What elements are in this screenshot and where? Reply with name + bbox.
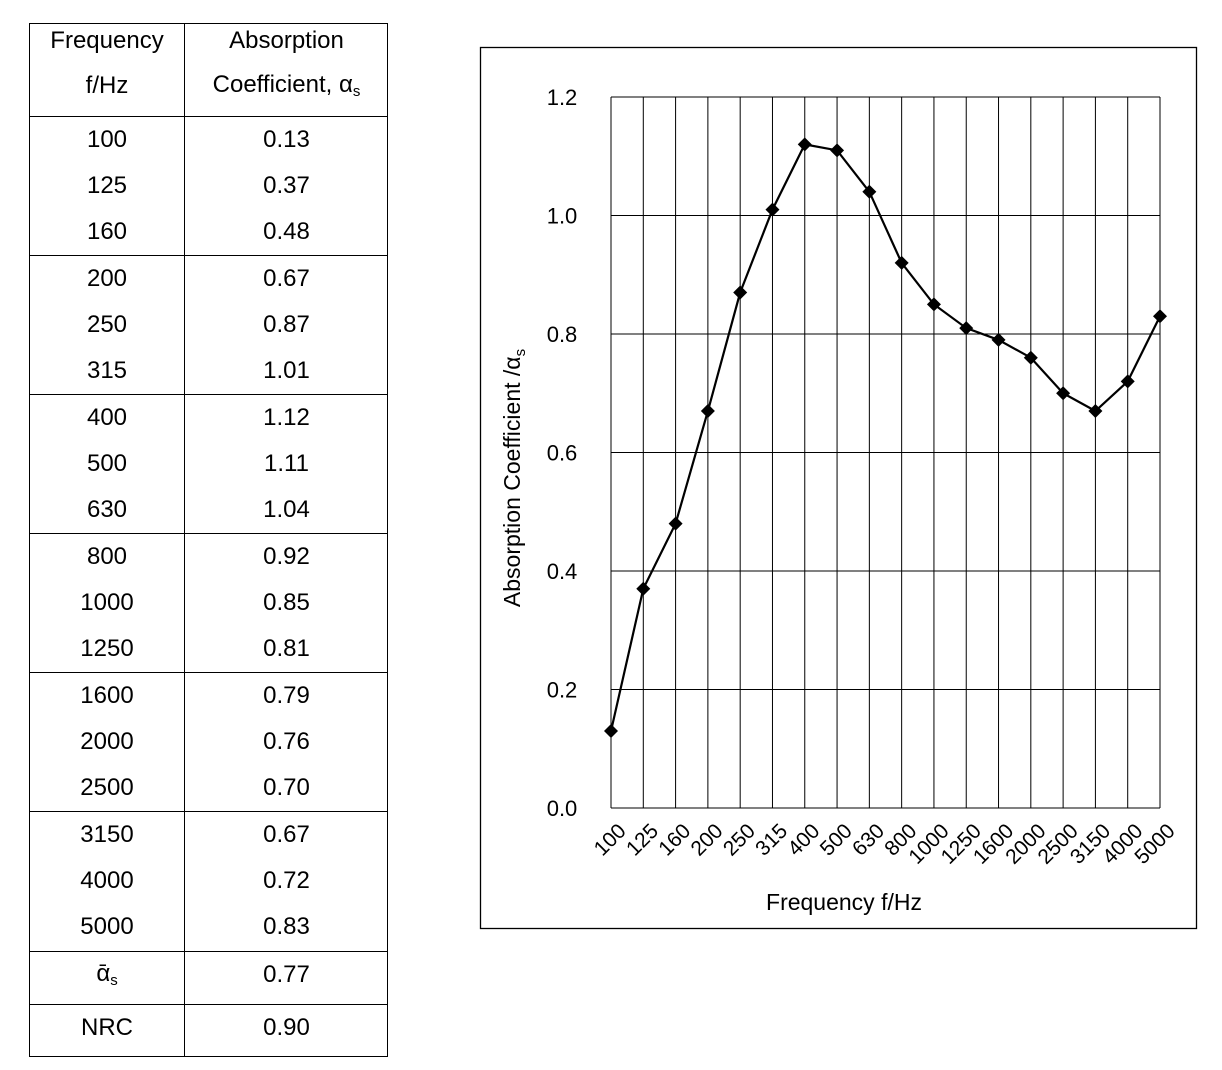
column-divider: [184, 24, 185, 1056]
header-frequency: Frequency: [50, 27, 164, 54]
group-divider: [30, 394, 387, 395]
frequency-cell: 200: [86, 265, 128, 292]
x-tick-label: 125: [622, 819, 663, 860]
coefficient-cell: 0.70: [263, 774, 310, 801]
data-point-marker: [733, 285, 748, 300]
row-divider: [30, 951, 387, 952]
chart-frame: [479, 46, 1198, 930]
header-coefficient-text: Coefficient, α: [212, 71, 353, 98]
absorption-table: Frequency f/Hz Absorption Coefficient, α…: [29, 23, 388, 1057]
y-axis-label-text: Absorption Coefficient /α: [499, 356, 525, 607]
coefficient-cell: 1.12: [263, 404, 310, 431]
y-axis-label-sub: s: [512, 349, 529, 357]
y-axis-label: Absorption Coefficient /αs: [499, 349, 529, 607]
frequency-cell: 160: [86, 218, 128, 245]
frequency-cell: 1000: [80, 589, 134, 616]
coefficient-cell: 0.48: [263, 218, 310, 245]
x-tick-label: 630: [848, 819, 889, 860]
data-point-marker: [1023, 350, 1038, 365]
data-point-marker: [797, 137, 812, 152]
data-point-marker: [991, 332, 1006, 347]
header-sub: s: [352, 83, 361, 100]
data-point-marker: [1088, 404, 1103, 419]
x-tick-label: 400: [783, 819, 824, 860]
coefficient-cell: 1.01: [263, 357, 310, 384]
coefficient-cell: 0.87: [263, 311, 310, 338]
header-absorption: Absorption: [229, 27, 344, 54]
frequency-cell: 3150: [80, 821, 134, 848]
series-line: [609, 143, 1161, 732]
coefficient-cell: 0.76: [263, 728, 310, 755]
frequency-cell: 5000: [80, 913, 134, 940]
coefficient-cell: 0.85: [263, 589, 310, 616]
x-tick-label: 315: [751, 819, 792, 860]
coefficient-cell: 0.13: [263, 126, 310, 153]
coefficient-cell: 0.83: [263, 913, 310, 940]
frequency-cell: 400: [86, 404, 128, 431]
frequency-cell: 315: [86, 357, 128, 384]
data-point-marker: [830, 143, 845, 158]
y-tick-label: 0.2: [547, 678, 578, 703]
y-tick-label: 0.0: [547, 796, 578, 821]
frequency-cell: 250: [86, 311, 128, 338]
group-divider: [30, 533, 387, 534]
frequency-cell: 630: [86, 496, 128, 523]
coefficient-cell: 0.37: [263, 172, 310, 199]
coefficient-cell: 0.67: [263, 265, 310, 292]
x-tick-label: 200: [687, 819, 728, 860]
header-coefficient: Coefficient, αs: [185, 71, 388, 100]
y-tick-label: 1.0: [547, 204, 578, 229]
header-frequency-unit: f/Hz: [85, 72, 129, 99]
x-axis-label: Frequency f/Hz: [766, 889, 922, 915]
frequency-cell: 500: [86, 450, 128, 477]
frequency-cell: 2500: [80, 774, 134, 801]
row-divider: [30, 1004, 387, 1005]
x-tick-label: 250: [719, 819, 760, 860]
y-tick-label: 1.2: [547, 85, 578, 110]
group-divider: [30, 672, 387, 673]
group-divider: [30, 811, 387, 812]
data-point-marker: [862, 184, 877, 199]
coefficient-cell: 1.04: [263, 496, 310, 523]
frequency-cell: 1600: [80, 682, 134, 709]
data-point-marker: [894, 255, 909, 270]
frequency-cell: 2000: [80, 728, 134, 755]
data-point-marker: [1056, 386, 1071, 401]
frequency-cell: 4000: [80, 867, 134, 894]
frequency-cell: 1250: [80, 635, 134, 662]
header-divider: [30, 116, 387, 117]
coefficient-cell: 0.92: [263, 543, 310, 570]
nrc-value: 0.90: [263, 1014, 310, 1041]
data-point-marker: [700, 404, 715, 419]
mean-label: ᾱs: [30, 960, 184, 989]
nrc-label: NRC: [81, 1014, 133, 1041]
coefficient-cell: 0.81: [263, 635, 310, 662]
data-point-marker: [959, 321, 974, 336]
data-point-marker: [604, 723, 618, 738]
mean-label-text: ᾱ: [96, 960, 111, 987]
x-tick-label: 100: [590, 819, 631, 860]
y-tick-label: 0.8: [547, 322, 578, 347]
coefficient-cell: 0.72: [263, 867, 310, 894]
mean-value: 0.77: [263, 961, 310, 988]
frequency-cell: 100: [86, 126, 128, 153]
data-point-marker: [1120, 374, 1135, 389]
coefficient-cell: 0.67: [263, 821, 310, 848]
x-tick-label: 500: [816, 819, 857, 860]
data-point-marker: [636, 581, 651, 596]
frequency-cell: 125: [86, 172, 128, 199]
mean-sub: s: [110, 972, 118, 989]
data-point-marker: [668, 516, 683, 531]
data-point-marker: [765, 202, 780, 217]
y-tick-label: 0.6: [547, 441, 578, 466]
coefficient-cell: 0.79: [263, 682, 310, 709]
y-tick-label: 0.4: [547, 559, 578, 584]
frequency-cell: 800: [86, 543, 128, 570]
x-tick-label: 160: [654, 819, 695, 860]
data-point-marker: [1153, 309, 1167, 324]
coefficient-cell: 1.11: [264, 450, 309, 477]
group-divider: [30, 255, 387, 256]
data-point-marker: [926, 297, 941, 312]
